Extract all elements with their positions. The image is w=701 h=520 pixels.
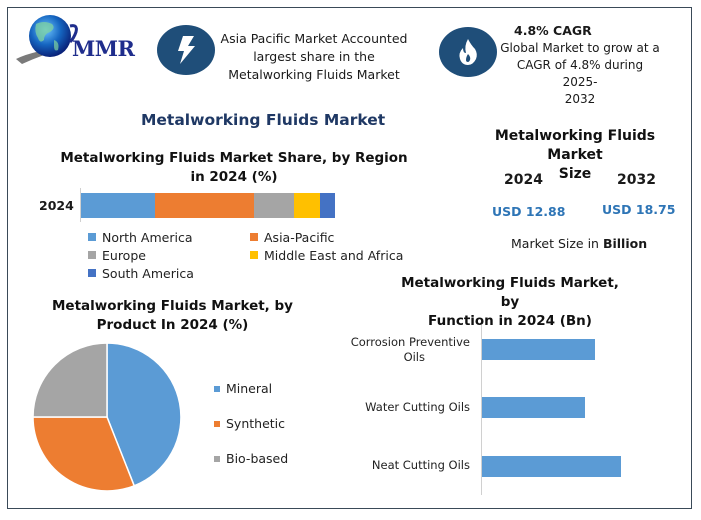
legend-swatch bbox=[88, 233, 96, 241]
legend-item-europe: Europe bbox=[88, 246, 194, 264]
unit-note-prefix: Market Size in bbox=[511, 236, 603, 251]
legend-label: Asia-Pacific bbox=[264, 229, 335, 245]
logo-text: MMR bbox=[72, 36, 135, 61]
function-bar-neat-cutting-oils bbox=[482, 456, 621, 477]
flame-icon bbox=[459, 39, 477, 65]
cagr-description: Global Market to grow at a CAGR of 4.8% … bbox=[500, 40, 660, 108]
legend-swatch bbox=[214, 455, 220, 462]
legend-swatch bbox=[214, 420, 220, 427]
chart-title-line: Metalworking Fluids Market Share, by Reg… bbox=[60, 150, 408, 166]
legend-label: Europe bbox=[102, 247, 146, 263]
globe-icon bbox=[16, 15, 78, 64]
market-size-value-2032: USD 18.75 bbox=[602, 202, 676, 217]
market-size-unit-note: Market Size in Billion bbox=[511, 236, 647, 251]
legend-label: South America bbox=[102, 265, 194, 281]
bar-segment-middle-east-africa bbox=[294, 193, 320, 218]
unit-note-bold: Billion bbox=[602, 236, 648, 251]
legend-label: North America bbox=[102, 229, 193, 245]
legend-swatch bbox=[250, 233, 258, 241]
legend-swatch bbox=[214, 385, 220, 392]
chart-title-line: in 2024 (%) bbox=[190, 169, 278, 185]
legend-item-south-america: South America bbox=[88, 264, 194, 282]
cagr-line: 2032 bbox=[564, 92, 596, 106]
legend-label: Mineral bbox=[226, 381, 273, 396]
chart-title-line: Metalworking Fluids Market, by bbox=[52, 298, 293, 314]
function-category-label: Water Cutting Oils bbox=[365, 400, 470, 414]
legend-swatch bbox=[88, 251, 96, 259]
highlight-icon-circle bbox=[157, 25, 215, 75]
label-line: Corrosion Preventive bbox=[350, 335, 470, 349]
bar-segment-asia-pacific bbox=[154, 193, 254, 218]
bar-segment-north-america bbox=[81, 193, 155, 218]
bar-segment-south-america bbox=[319, 193, 335, 218]
label-line: Oils bbox=[403, 350, 425, 364]
mmr-logo: MMR bbox=[14, 12, 144, 70]
function-chart-title: Metalworking Fluids Market, by Function … bbox=[395, 274, 625, 331]
highlight-line: Asia Pacific Market Accounted bbox=[220, 31, 408, 46]
region-legend-col2: Asia-Pacific Middle East and Africa bbox=[250, 228, 403, 264]
pie-slice-synthetic bbox=[32, 416, 136, 492]
legend-item-bio-based: Bio-based bbox=[214, 441, 288, 476]
region-legend: North America Europe South America bbox=[88, 228, 194, 282]
function-bar-corrosion-preventive-oils bbox=[482, 339, 595, 360]
legend-item-synthetic: Synthetic bbox=[214, 406, 288, 441]
market-size-title: Metalworking Fluids Market Size bbox=[470, 127, 680, 184]
market-size-value-2024: USD 12.88 bbox=[492, 204, 566, 219]
legend-swatch bbox=[88, 269, 96, 277]
highlight-line: largest share in the bbox=[253, 49, 375, 64]
chart-title-line: Function in 2024 (Bn) bbox=[428, 313, 592, 329]
market-size-year-2024: 2024 bbox=[504, 172, 543, 188]
legend-item-north-america: North America bbox=[88, 228, 194, 246]
chart-title-line: Product In 2024 (%) bbox=[96, 317, 249, 333]
legend-item-mineral: Mineral bbox=[214, 371, 288, 406]
market-size-title-line: Size bbox=[558, 166, 592, 182]
chart-title-line: Metalworking Fluids Market, by bbox=[401, 275, 619, 310]
legend-label: Bio-based bbox=[226, 451, 289, 466]
legend-swatch bbox=[250, 251, 258, 259]
infographic-frame bbox=[7, 7, 692, 509]
function-category-label: Neat Cutting Oils bbox=[371, 458, 470, 472]
region-chart-axis bbox=[80, 188, 81, 222]
pie-slice-bio-based bbox=[32, 342, 108, 418]
function-bar-water-cutting-oils bbox=[482, 397, 585, 418]
cagr-line: Global Market to grow at a bbox=[500, 41, 660, 55]
highlight-asia-pacific-text: Asia Pacific Market Accounted largest sh… bbox=[214, 30, 414, 84]
legend-label: Synthetic bbox=[226, 416, 286, 431]
region-bar-label: 2024 bbox=[39, 198, 74, 213]
legend-label: Middle East and Africa bbox=[264, 247, 404, 263]
main-title: Metalworking Fluids Market bbox=[141, 111, 386, 129]
product-pie-chart bbox=[32, 342, 182, 492]
region-stacked-bar bbox=[81, 193, 335, 218]
legend-item-middle-east-africa: Middle East and Africa bbox=[250, 246, 403, 264]
function-category-label: Corrosion Preventive Oils bbox=[340, 335, 470, 365]
bar-segment-europe bbox=[253, 193, 295, 218]
market-size-title-line: Metalworking Fluids Market bbox=[494, 128, 656, 163]
pie-slice-mineral bbox=[106, 342, 182, 487]
product-chart-title: Metalworking Fluids Market, by Product I… bbox=[50, 297, 295, 335]
market-size-year-2032: 2032 bbox=[617, 172, 656, 188]
legend-item-asia-pacific: Asia-Pacific bbox=[250, 228, 403, 246]
region-chart-title: Metalworking Fluids Market Share, by Reg… bbox=[60, 149, 408, 187]
product-legend: Mineral Synthetic Bio-based bbox=[214, 371, 288, 476]
highlight-icon-circle bbox=[439, 27, 497, 77]
cagr-title: 4.8% CAGR bbox=[514, 23, 592, 38]
highlight-line: Metalworking Fluids Market bbox=[228, 67, 400, 82]
function-chart-axis bbox=[481, 325, 482, 495]
lightning-bolt-icon bbox=[178, 36, 195, 64]
cagr-line: CAGR of 4.8% during 2025- bbox=[516, 58, 644, 89]
